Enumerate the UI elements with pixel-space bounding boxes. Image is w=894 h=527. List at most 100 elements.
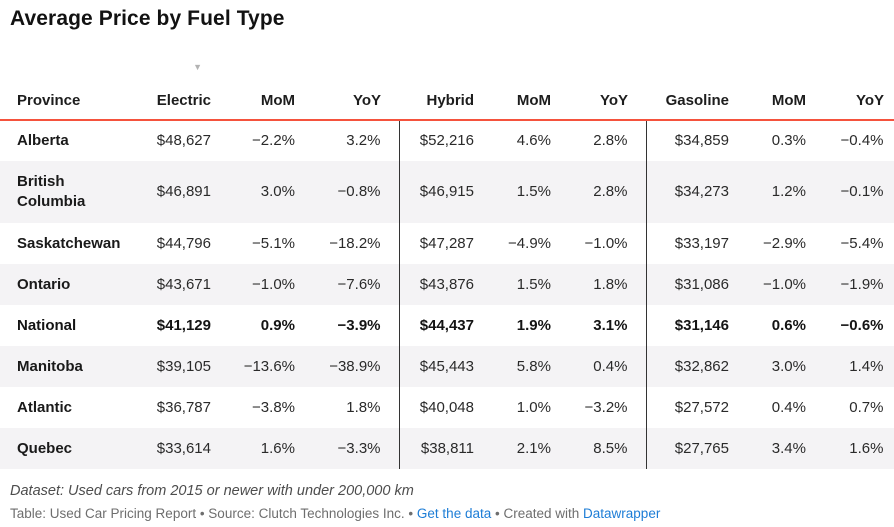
gasoline-price-cell: $31,146	[645, 305, 747, 346]
col-header-label: YoY	[599, 92, 628, 109]
col-header-label: Hybrid	[426, 92, 474, 109]
hybrid-mom-cell: −4.9%	[508, 234, 551, 252]
hybrid-price-cell: $38,811	[398, 428, 492, 469]
col-header-gasoline-yoy[interactable]: YoY	[824, 59, 894, 121]
col-header-electric-yoy[interactable]: YoY	[313, 59, 399, 121]
province-cell: British Columbia	[17, 173, 86, 210]
created-with-text: • Created with	[495, 506, 580, 521]
electric-price-cell: $33,614	[156, 439, 211, 457]
hybrid-mom-cell: 1.0%	[516, 398, 551, 416]
electric-yoy-cell: −3.9%	[337, 316, 381, 334]
table-row-atlantic: Atlantic $36,787 −3.8% 1.8% $40,048 1.0%…	[0, 387, 894, 428]
hybrid-price-cell: $45,443	[398, 346, 492, 387]
hybrid-price-cell: $46,915	[398, 161, 492, 223]
electric-price-cell: $48,627	[156, 132, 211, 149]
electric-mom-cell: −5.1%	[252, 234, 295, 252]
hybrid-yoy-cell: 3.1%	[593, 316, 628, 334]
electric-mom-cell: −2.2%	[252, 132, 295, 149]
col-header-hybrid-mom[interactable]: MoM	[492, 59, 569, 121]
hybrid-yoy-cell: −1.0%	[584, 234, 628, 252]
hybrid-mom-cell: 1.9%	[516, 316, 551, 334]
electric-price-cell: $44,796	[156, 234, 211, 252]
electric-yoy-cell: −0.8%	[337, 183, 381, 200]
hybrid-price-cell: $47,287	[398, 223, 492, 264]
get-the-data-link[interactable]: Get the data	[416, 506, 492, 521]
electric-yoy-cell: −38.9%	[329, 357, 381, 375]
col-header-gasoline[interactable]: Gasoline	[646, 59, 747, 121]
hybrid-mom-cell: 5.8%	[516, 357, 551, 375]
gasoline-yoy-cell: 1.4%	[824, 346, 894, 387]
dataset-note: Dataset: Used cars from 2015 or newer wi…	[10, 483, 414, 499]
col-header-label: Electric	[156, 92, 211, 109]
col-header-hybrid-yoy[interactable]: YoY	[569, 59, 646, 121]
sort-descending-icon: ▼	[193, 62, 202, 72]
gasoline-price-cell: $34,859	[645, 120, 747, 161]
gasoline-mom-cell: 1.2%	[771, 183, 806, 200]
hybrid-yoy-cell: 2.8%	[593, 183, 628, 200]
chart-title: Average Price by Fuel Type	[10, 7, 285, 30]
gasoline-yoy-cell: −0.4%	[824, 120, 894, 161]
electric-mom-cell: 1.6%	[260, 439, 295, 457]
byline-text: Table: Used Car Pricing Report • Source:…	[10, 506, 414, 521]
electric-price-cell: $36,787	[156, 398, 211, 416]
electric-yoy-cell: −18.2%	[329, 234, 381, 252]
hybrid-mom-cell: 1.5%	[516, 275, 551, 293]
col-header-label: MoM	[260, 92, 295, 109]
gasoline-yoy-cell: −1.9%	[824, 264, 894, 305]
table-row-national: National $41,129 0.9% −3.9% $44,437 1.9%…	[0, 305, 894, 346]
table-row-british-columbia: British Columbia $46,891 3.0% −0.8% $46,…	[0, 161, 894, 223]
electric-mom-cell: −13.6%	[243, 357, 295, 375]
hybrid-yoy-cell: 8.5%	[593, 439, 628, 457]
electric-yoy-cell: 3.2%	[346, 132, 381, 149]
electric-yoy-cell: 1.8%	[346, 398, 381, 416]
hybrid-yoy-cell: 2.8%	[593, 132, 628, 149]
hybrid-yoy-cell: 1.8%	[593, 275, 628, 293]
col-header-label: YoY	[855, 92, 884, 109]
hybrid-yoy-cell: 0.4%	[593, 357, 628, 375]
col-header-label: Gasoline	[665, 92, 729, 109]
electric-yoy-cell: −7.6%	[337, 275, 381, 293]
gasoline-yoy-cell: 0.7%	[824, 387, 894, 428]
electric-mom-cell: 3.0%	[260, 183, 295, 200]
gasoline-yoy-cell: 1.6%	[824, 428, 894, 469]
electric-price-cell: $46,891	[156, 183, 211, 200]
province-cell: Atlantic	[17, 398, 73, 416]
table-row-saskatchewan: Saskatchewan $44,796 −5.1% −18.2% $47,28…	[0, 223, 894, 264]
hybrid-price-cell: $44,437	[398, 305, 492, 346]
header-row: Province ▼ Electric MoM YoY Hybrid MoM Yo…	[0, 59, 894, 121]
col-header-hybrid[interactable]: Hybrid	[399, 59, 492, 121]
col-header-electric[interactable]: ▼ Electric	[134, 59, 229, 121]
datawrapper-link[interactable]: Datawrapper	[583, 506, 661, 521]
col-header-label: YoY	[352, 92, 381, 109]
electric-price-cell: $39,105	[156, 357, 211, 375]
electric-price-cell: $41,129	[156, 316, 211, 334]
electric-yoy-cell: −3.3%	[337, 439, 381, 457]
col-header-label: MoM	[771, 92, 806, 109]
col-header-label: Province	[17, 92, 81, 109]
hybrid-mom-cell: 2.1%	[516, 439, 551, 457]
gasoline-mom-cell: 0.6%	[771, 316, 806, 334]
col-header-label: MoM	[516, 92, 551, 109]
electric-price-cell: $43,671	[156, 275, 211, 293]
electric-mom-cell: 0.9%	[260, 316, 295, 334]
table-row-alberta: Alberta $48,627 −2.2% 3.2% $52,216 4.6% …	[0, 120, 894, 161]
hybrid-price-cell: $43,876	[398, 264, 492, 305]
gasoline-mom-cell: −1.0%	[763, 275, 806, 293]
hybrid-price-cell: $40,048	[398, 387, 492, 428]
col-header-province[interactable]: Province	[0, 59, 134, 121]
table-row-quebec: Quebec $33,614 1.6% −3.3% $38,811 2.1% 8…	[0, 428, 894, 469]
province-cell: Quebec	[17, 439, 73, 457]
attribution-line: Table: Used Car Pricing Report • Source:…	[10, 506, 894, 521]
electric-mom-cell: −1.0%	[252, 275, 295, 293]
gasoline-price-cell: $34,273	[645, 161, 747, 223]
gasoline-mom-cell: 3.0%	[771, 357, 806, 375]
gasoline-mom-cell: −2.9%	[763, 234, 806, 252]
col-header-gasoline-mom[interactable]: MoM	[747, 59, 824, 121]
col-header-electric-mom[interactable]: MoM	[229, 59, 313, 121]
electric-mom-cell: −3.8%	[252, 398, 295, 416]
gasoline-price-cell: $32,862	[645, 346, 747, 387]
fuel-price-table: Province ▼ Electric MoM YoY Hybrid MoM Yo…	[0, 59, 894, 469]
province-cell: National	[17, 316, 77, 334]
gasoline-price-cell: $33,197	[645, 223, 747, 264]
gasoline-mom-cell: 0.4%	[771, 398, 806, 416]
